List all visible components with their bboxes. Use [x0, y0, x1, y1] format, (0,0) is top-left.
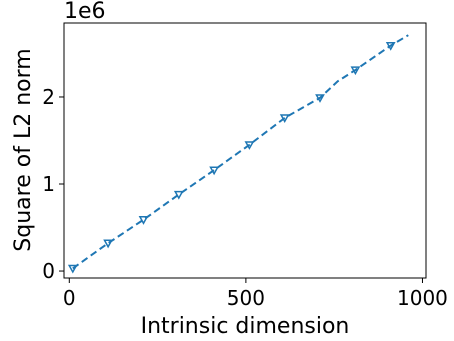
x-tick-label: 500 [227, 286, 265, 310]
data-point-marker [103, 239, 113, 249]
data-point-marker [67, 264, 78, 274]
y-tick-label: 2 [42, 85, 55, 109]
data-point-marker [173, 190, 184, 200]
series-line [72, 34, 409, 270]
y-scale-label: 1e6 [64, 0, 106, 24]
x-tick-label: 0 [63, 286, 76, 310]
x-tick-label: 1000 [397, 286, 448, 310]
y-axis-label: Square of L2 norm [11, 48, 36, 251]
data-point-marker [279, 114, 290, 124]
series-markers [67, 41, 396, 274]
data-point-marker [244, 141, 255, 150]
y-tick-label: 1 [42, 172, 55, 196]
plot-area [63, 22, 427, 279]
data-point-marker [385, 41, 396, 51]
data-point-marker [209, 166, 219, 176]
x-axis-label: Intrinsic dimension [141, 314, 350, 339]
y-tick-label: 0 [42, 259, 55, 283]
data-point-marker [350, 66, 361, 76]
data-point-marker [315, 94, 325, 103]
data-point-marker [138, 216, 149, 225]
axis-ticks: 0 500 1000 0 1 2 [42, 85, 448, 310]
